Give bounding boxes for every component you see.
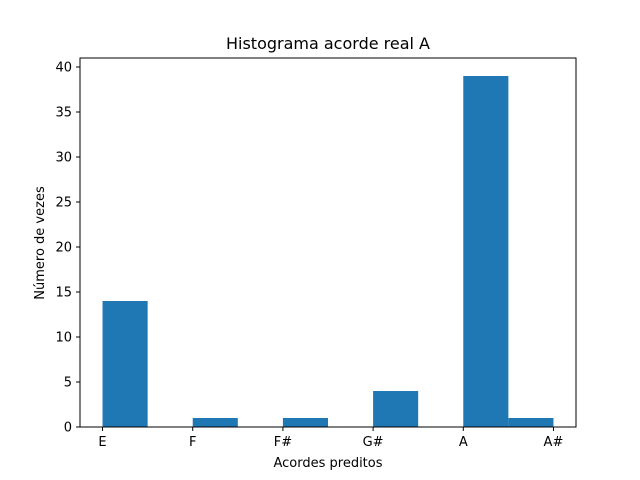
y-tick-label: 15 (55, 286, 72, 301)
y-tick-label: 0 (64, 421, 72, 436)
x-tick-label: A (459, 435, 468, 450)
x-tick-label: F (189, 435, 196, 450)
histogram-bar (102, 301, 148, 427)
bars-layer (102, 76, 554, 427)
y-tick-label: 30 (55, 151, 72, 166)
x-tick-label: G# (363, 435, 384, 450)
y-tick-label: 10 (55, 331, 72, 346)
y-tick-label: 20 (55, 241, 72, 256)
chart-title: Histograma acorde real A (226, 34, 430, 53)
y-tick-label: 5 (64, 376, 72, 391)
y-tick-label: 40 (55, 61, 72, 76)
x-tick-label: A# (544, 435, 564, 450)
y-axis-label: Número de vezes (33, 186, 48, 300)
histogram-bar (373, 391, 419, 427)
x-axis-label: Acordes preditos (273, 456, 382, 471)
x-tick-label: F# (274, 435, 292, 450)
x-tick-label: E (98, 435, 106, 450)
histogram-bar (508, 418, 554, 427)
plot-frame (79, 57, 577, 428)
axis-layer: 0 5 10 15 20 25 30 35 40 E F F# G# A A# (55, 57, 577, 450)
histogram-bar (192, 418, 238, 427)
y-tick-label: 25 (55, 196, 72, 211)
y-tick-label: 35 (55, 106, 72, 121)
histogram-bar (463, 76, 509, 427)
histogram-bar (282, 418, 328, 427)
